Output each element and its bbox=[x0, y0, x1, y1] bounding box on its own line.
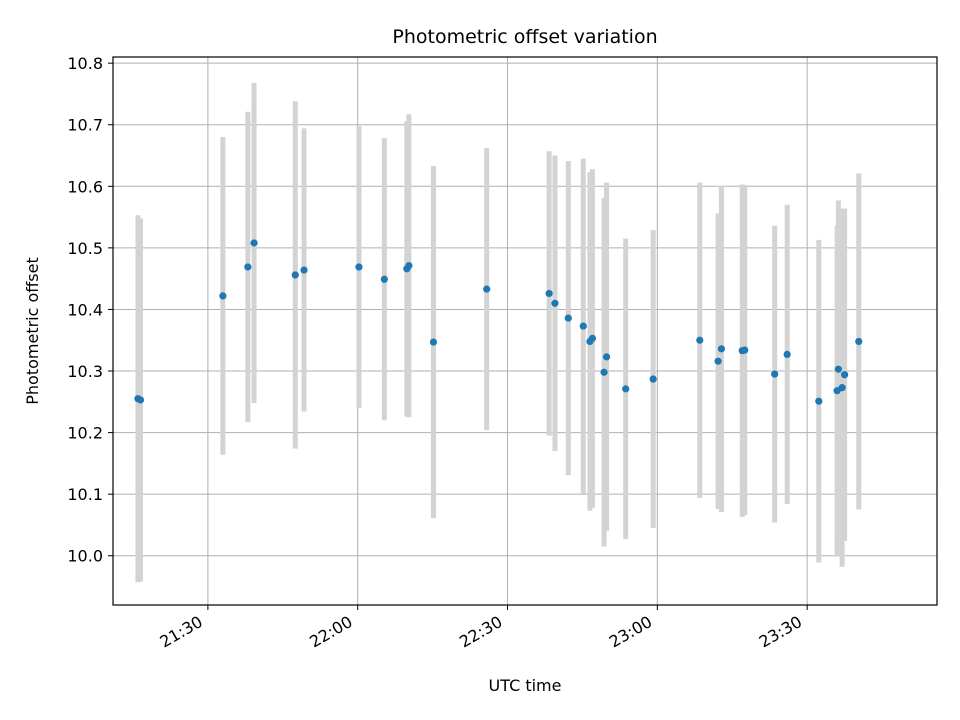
data-point bbox=[380, 275, 388, 283]
data-point bbox=[244, 263, 252, 271]
data-point bbox=[714, 357, 722, 365]
data-point bbox=[815, 397, 823, 405]
data-point bbox=[834, 365, 842, 373]
data-point bbox=[483, 285, 491, 293]
data-point bbox=[300, 266, 308, 274]
data-point bbox=[600, 368, 608, 376]
data-point bbox=[622, 385, 630, 393]
x-axis-label: UTC time bbox=[489, 676, 562, 695]
data-point bbox=[551, 299, 559, 307]
data-point bbox=[429, 338, 438, 346]
data-point bbox=[588, 334, 597, 342]
y-tick-label: 10.0 bbox=[67, 547, 103, 566]
y-tick-label: 10.7 bbox=[67, 116, 103, 135]
data-point bbox=[602, 353, 611, 361]
data-points bbox=[134, 239, 863, 405]
y-tick-label: 10.8 bbox=[67, 54, 103, 73]
data-point bbox=[649, 375, 657, 383]
data-point bbox=[696, 336, 704, 344]
y-tick-label: 10.4 bbox=[67, 300, 103, 319]
y-tick-label: 10.2 bbox=[67, 424, 103, 443]
y-axis-label: Photometric offset bbox=[23, 257, 42, 405]
data-point bbox=[741, 346, 749, 354]
y-tick-label: 10.1 bbox=[67, 485, 103, 504]
data-point bbox=[855, 337, 863, 346]
data-point bbox=[564, 314, 572, 322]
data-point bbox=[355, 263, 363, 271]
data-point bbox=[405, 262, 413, 270]
data-point bbox=[545, 289, 553, 298]
data-point bbox=[291, 271, 299, 279]
y-tick-label: 10.3 bbox=[67, 362, 103, 381]
plot-frame bbox=[112, 56, 938, 606]
data-point bbox=[771, 370, 779, 378]
data-point bbox=[136, 396, 145, 404]
y-tick-label: 10.5 bbox=[67, 239, 103, 258]
y-tick-label: 10.6 bbox=[67, 177, 103, 196]
data-point bbox=[579, 322, 587, 330]
data-point bbox=[783, 350, 791, 358]
data-point bbox=[250, 239, 258, 247]
data-point bbox=[717, 345, 726, 353]
data-point bbox=[841, 371, 849, 379]
data-point bbox=[838, 384, 846, 392]
chart-title: Photometric offset variation bbox=[392, 26, 657, 48]
data-point bbox=[219, 292, 227, 300]
